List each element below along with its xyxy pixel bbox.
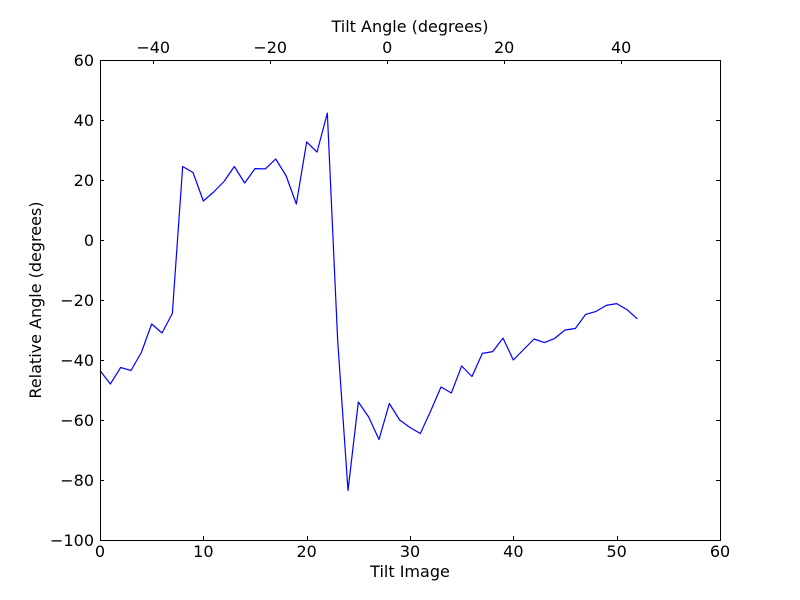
plot-area: [99, 112, 638, 492]
top-x-axis-label: Tilt Angle (degrees): [330, 17, 488, 36]
top-x-tick-label: −40: [136, 38, 170, 57]
top-x-tick-label: 0: [382, 38, 392, 57]
x-tick-label: 0: [95, 542, 105, 561]
x-tick-label: 40: [503, 542, 523, 561]
x-tick-label: 30: [400, 542, 420, 561]
y-tick-label: −40: [60, 351, 94, 370]
x-axis-label: Tilt Image: [369, 562, 450, 581]
plot-frame: [100, 60, 721, 541]
y-tick-label: 60: [74, 51, 94, 70]
top-x-tick-label: 20: [494, 38, 514, 57]
x-tick-label: 20: [296, 542, 316, 561]
y-tick-label: 0: [84, 231, 94, 250]
y-tick-label: 40: [74, 111, 94, 130]
x-tick-label: 10: [193, 542, 213, 561]
series-line: [99, 112, 638, 492]
tick-layer: 0 10 20 30 40 50 60 −100 −80 −60 −40 −20 0 20 40 60 −40 −…: [50, 38, 730, 561]
y-tick-label: −60: [60, 411, 94, 430]
top-x-tick-label: −20: [253, 38, 287, 57]
y-tick-label: 20: [74, 171, 94, 190]
x-tick-label: 60: [710, 542, 730, 561]
x-tick-label: 50: [606, 542, 626, 561]
y-tick-label: −20: [60, 291, 94, 310]
y-axis-label: Relative Angle (degrees): [26, 201, 45, 398]
y-tick-label: −80: [60, 471, 94, 490]
y-tick-label: −100: [50, 531, 94, 550]
top-x-tick-label: 40: [611, 38, 631, 57]
